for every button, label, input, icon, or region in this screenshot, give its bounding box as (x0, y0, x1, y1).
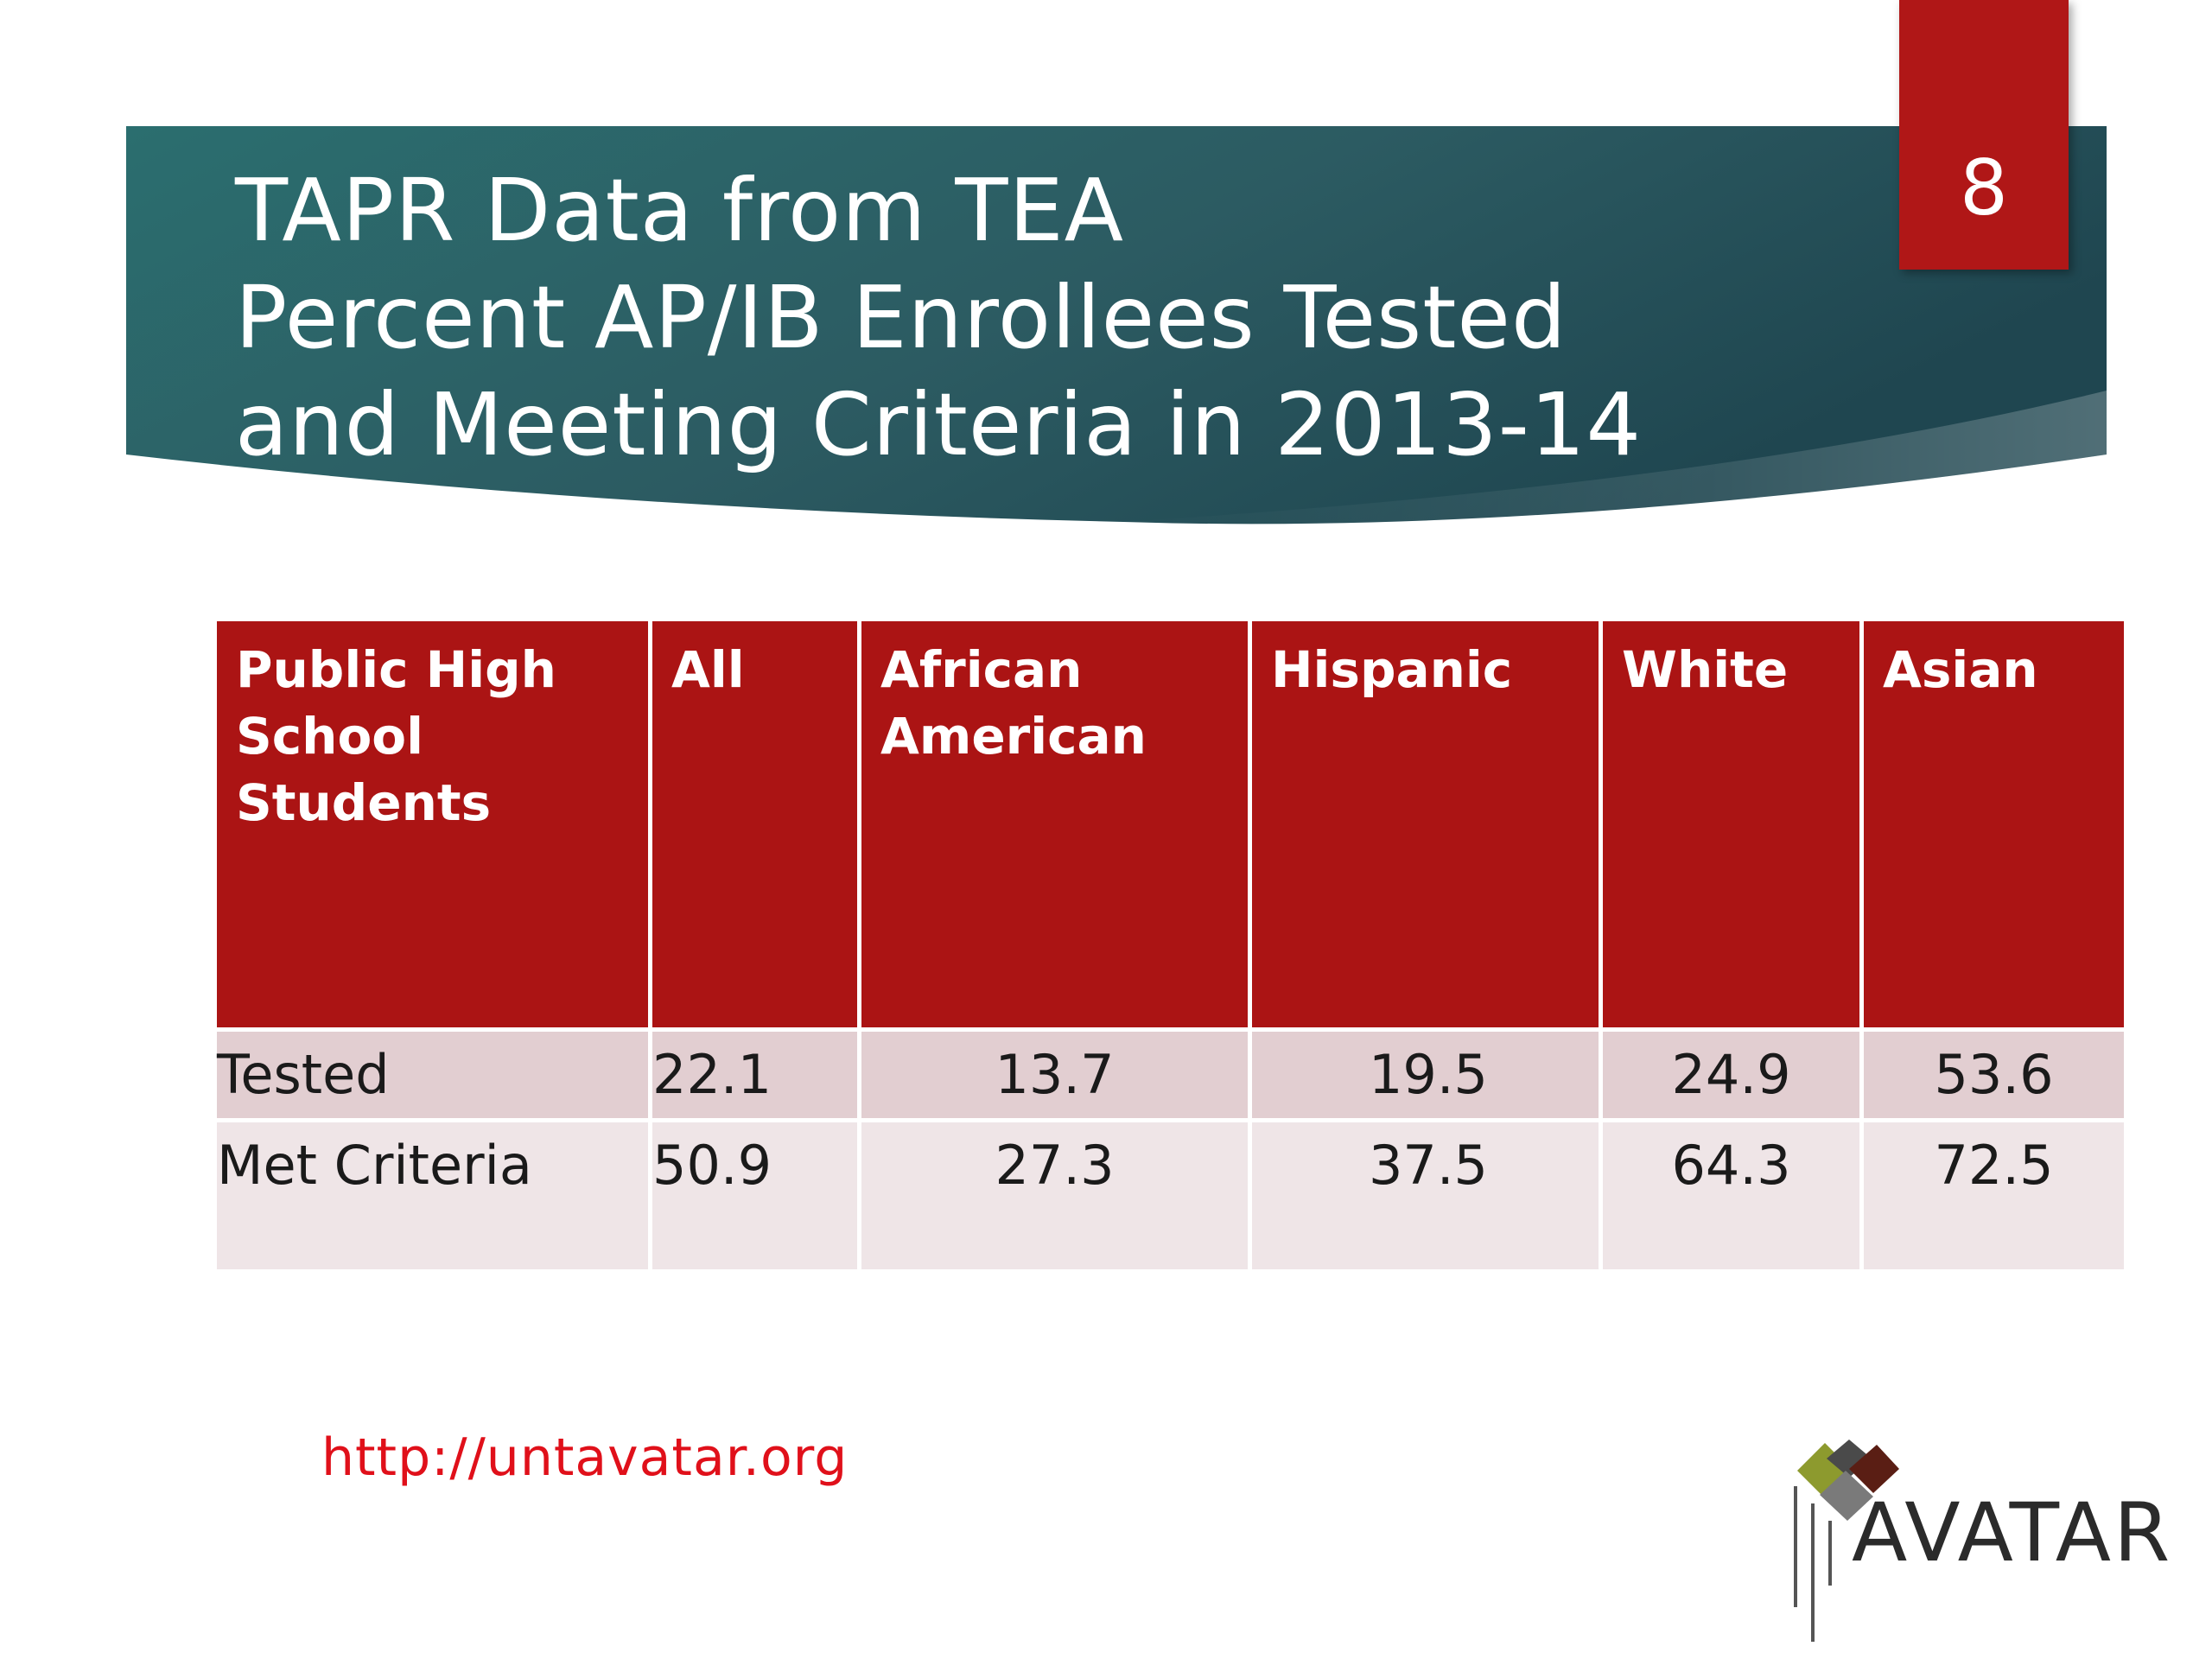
footer-url-link[interactable]: http://untavatar.org (321, 1427, 849, 1488)
cell-met-all: 50.9 (648, 1118, 861, 1274)
header-african-american: African American (857, 617, 1252, 1032)
header-all: All (648, 617, 861, 1032)
title-line-1: TAPR Data from TEA (235, 160, 1125, 261)
table-row: Tested 22.1 13.7 19.5 24.9 53.6 (213, 1027, 2128, 1122)
table-header-row: Public High School Students All African … (213, 617, 2128, 1032)
logo-wordmark: AVATAR (1852, 1486, 2173, 1580)
title-banner (126, 126, 2107, 524)
header-white: White (1599, 617, 1864, 1032)
cell-met-asian: 72.5 (1859, 1118, 2128, 1274)
cell-met-african-american: 27.3 (857, 1118, 1252, 1274)
avatar-logo (1794, 1440, 1899, 1642)
header-hispanic: Hispanic (1248, 617, 1603, 1032)
row-label-tested: Tested (213, 1027, 652, 1122)
slide-number: 8 (1960, 143, 2008, 232)
header-asian: Asian (1859, 617, 2128, 1032)
cell-tested-hispanic: 19.5 (1248, 1027, 1603, 1122)
cell-tested-all: 22.1 (648, 1027, 861, 1122)
cell-tested-african-american: 13.7 (857, 1027, 1252, 1122)
title-line-3: and Meeting Criteria in 2013-14 (235, 374, 1643, 475)
cell-met-hispanic: 37.5 (1248, 1118, 1603, 1274)
data-table: Public High School Students All African … (213, 617, 2128, 1274)
cell-tested-white: 24.9 (1599, 1027, 1864, 1122)
table-row: Met Criteria 50.9 27.3 37.5 64.3 72.5 (213, 1118, 2128, 1274)
slide-title: TAPR Data from TEA Percent AP/IB Enrolle… (235, 157, 1704, 479)
cell-met-white: 64.3 (1599, 1118, 1864, 1274)
title-line-2: Percent AP/IB Enrollees Tested (235, 267, 1567, 368)
slide-number-tab: 8 (1899, 0, 2069, 270)
cell-tested-asian: 53.6 (1859, 1027, 2128, 1122)
row-label-met-criteria: Met Criteria (213, 1118, 652, 1274)
header-students: Public High School Students (213, 617, 652, 1032)
